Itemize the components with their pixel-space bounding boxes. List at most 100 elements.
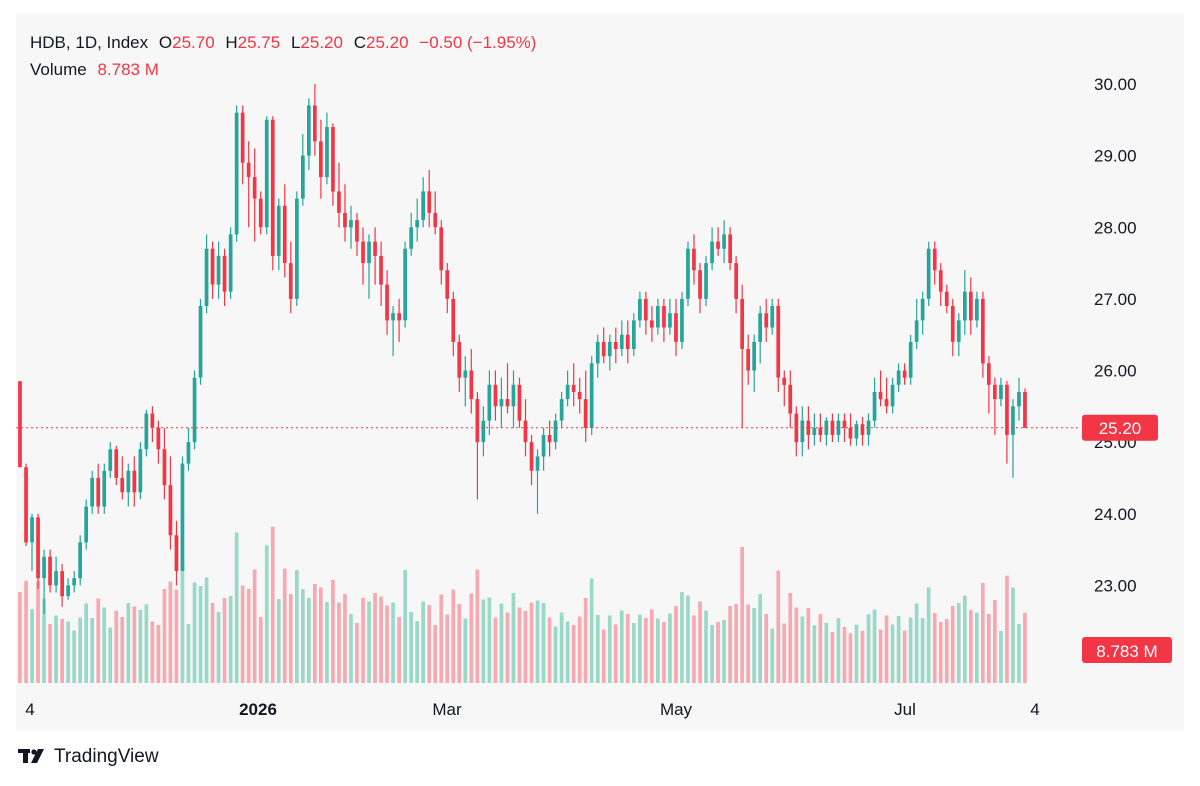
candle-body: [367, 241, 371, 264]
volume-bar: [192, 582, 197, 683]
candle: [812, 413, 817, 446]
candle: [114, 445, 119, 486]
x-tick-label: May: [660, 700, 693, 719]
candle: [463, 356, 468, 407]
candle: [403, 241, 407, 328]
candle-body: [258, 198, 263, 228]
candle: [150, 406, 155, 443]
volume-bar: [421, 601, 425, 683]
close-value: 25.20: [365, 33, 409, 52]
candle: [343, 184, 347, 242]
candle-body: [662, 306, 666, 328]
candle: [987, 356, 991, 414]
volume-bar: [698, 601, 702, 683]
volume-bar: [451, 589, 456, 683]
candle-body: [914, 320, 919, 342]
volume-bar: [601, 629, 606, 683]
volume-bar: [463, 618, 468, 683]
volume-bar: [788, 593, 793, 683]
candle: [920, 291, 925, 335]
candle: [818, 413, 823, 443]
candle-body: [421, 191, 425, 220]
candle-body: [234, 112, 239, 235]
candle: [824, 417, 829, 446]
candle: [932, 241, 937, 285]
x-tick-label: Mar: [432, 700, 462, 719]
candle-body: [788, 384, 793, 414]
volume-bar: [547, 617, 552, 683]
candle-body: [180, 463, 185, 571]
candle: [66, 578, 70, 600]
candle: [644, 291, 648, 335]
candle-body: [782, 377, 787, 385]
candle: [800, 406, 805, 457]
candle: [794, 406, 799, 457]
candle-body: [84, 506, 88, 543]
candle-body: [54, 571, 58, 586]
brand-name: TradingView: [54, 746, 159, 767]
candle-body: [222, 255, 227, 292]
volume-bar: [18, 592, 22, 683]
candle: [433, 191, 438, 235]
volume-bar: [824, 623, 829, 683]
volume-bar: [240, 585, 245, 683]
candle-body: [969, 291, 973, 321]
candle: [361, 227, 365, 285]
candle: [18, 381, 22, 468]
candle-body: [18, 381, 22, 468]
candle-body: [547, 435, 552, 443]
candle-body: [120, 477, 125, 493]
candle: [337, 162, 341, 228]
candle: [349, 205, 353, 249]
volume-bar: [1017, 624, 1021, 683]
volume-bar: [174, 589, 179, 683]
volume-bar: [210, 603, 215, 683]
close-label: C: [353, 33, 366, 52]
last-price-label: 25.20: [1082, 414, 1158, 441]
candle-body: [216, 255, 221, 285]
candle-body: [150, 413, 155, 428]
candle-body: [553, 420, 558, 443]
candle: [890, 377, 895, 414]
candle: [806, 406, 811, 450]
candle: [168, 456, 173, 550]
x-tick-label: 2026: [239, 700, 277, 719]
volume-bar: [126, 603, 131, 683]
volume-bar: [999, 631, 1003, 683]
volume-bar: [96, 598, 101, 683]
candle: [529, 435, 534, 486]
volume-bar: [836, 618, 841, 683]
candle: [902, 363, 907, 385]
candle-body: [752, 341, 756, 371]
candle: [222, 248, 227, 306]
candle-body: [60, 571, 64, 597]
volume-bar: [90, 618, 94, 683]
interval-label[interactable]: 1D: [75, 33, 98, 52]
volume-bar: [168, 581, 173, 683]
candle-body: [156, 427, 161, 450]
candle: [307, 98, 311, 170]
candle-body: [890, 384, 895, 407]
volume-bar: [890, 624, 895, 683]
volume-bar: [950, 606, 955, 683]
candle-body: [343, 212, 347, 228]
volume-bar: [36, 581, 40, 684]
candle: [385, 270, 389, 335]
candle: [782, 370, 787, 407]
volume-bar: [728, 606, 732, 683]
tradingview-brand[interactable]: TradingView: [18, 746, 159, 768]
candle-body: [704, 263, 708, 299]
volume-bar: [571, 625, 576, 683]
volume-bar: [854, 624, 859, 683]
volume-bar: [716, 622, 720, 683]
volume-bar: [1011, 587, 1015, 683]
volume-bar: [800, 616, 805, 683]
volume-bar: [198, 586, 203, 683]
candle-body: [295, 198, 299, 299]
symbol-label[interactable]: HDB: [30, 33, 66, 52]
volume-bar: [337, 602, 341, 683]
candle: [710, 227, 714, 271]
candle-body: [493, 384, 498, 407]
volume-bar: [60, 619, 64, 683]
